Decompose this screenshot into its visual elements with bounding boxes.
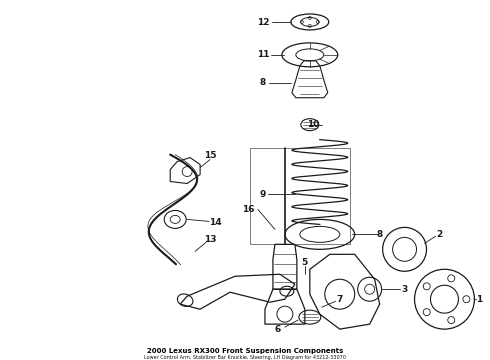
Text: 16: 16 bbox=[242, 205, 254, 214]
Text: 5: 5 bbox=[302, 258, 308, 267]
Text: Lower Control Arm, Stabilizer Bar Knuckle, Steering, LH Diagram for 43212-33070: Lower Control Arm, Stabilizer Bar Knuckl… bbox=[144, 355, 346, 360]
Text: 15: 15 bbox=[204, 151, 217, 160]
Text: 2000 Lexus RX300 Front Suspension Components: 2000 Lexus RX300 Front Suspension Compon… bbox=[147, 348, 343, 354]
Text: 11: 11 bbox=[257, 50, 269, 59]
Text: 7: 7 bbox=[337, 295, 343, 304]
Text: 8: 8 bbox=[376, 230, 383, 239]
Text: 12: 12 bbox=[257, 18, 269, 27]
Text: 10: 10 bbox=[307, 120, 319, 129]
Text: 3: 3 bbox=[401, 285, 408, 294]
Text: 8: 8 bbox=[260, 78, 266, 87]
Text: 2: 2 bbox=[437, 230, 442, 239]
Text: 6: 6 bbox=[275, 325, 281, 334]
Text: 1: 1 bbox=[476, 295, 483, 304]
Text: 13: 13 bbox=[204, 235, 217, 244]
Text: 9: 9 bbox=[260, 190, 266, 199]
Text: 14: 14 bbox=[209, 218, 221, 227]
